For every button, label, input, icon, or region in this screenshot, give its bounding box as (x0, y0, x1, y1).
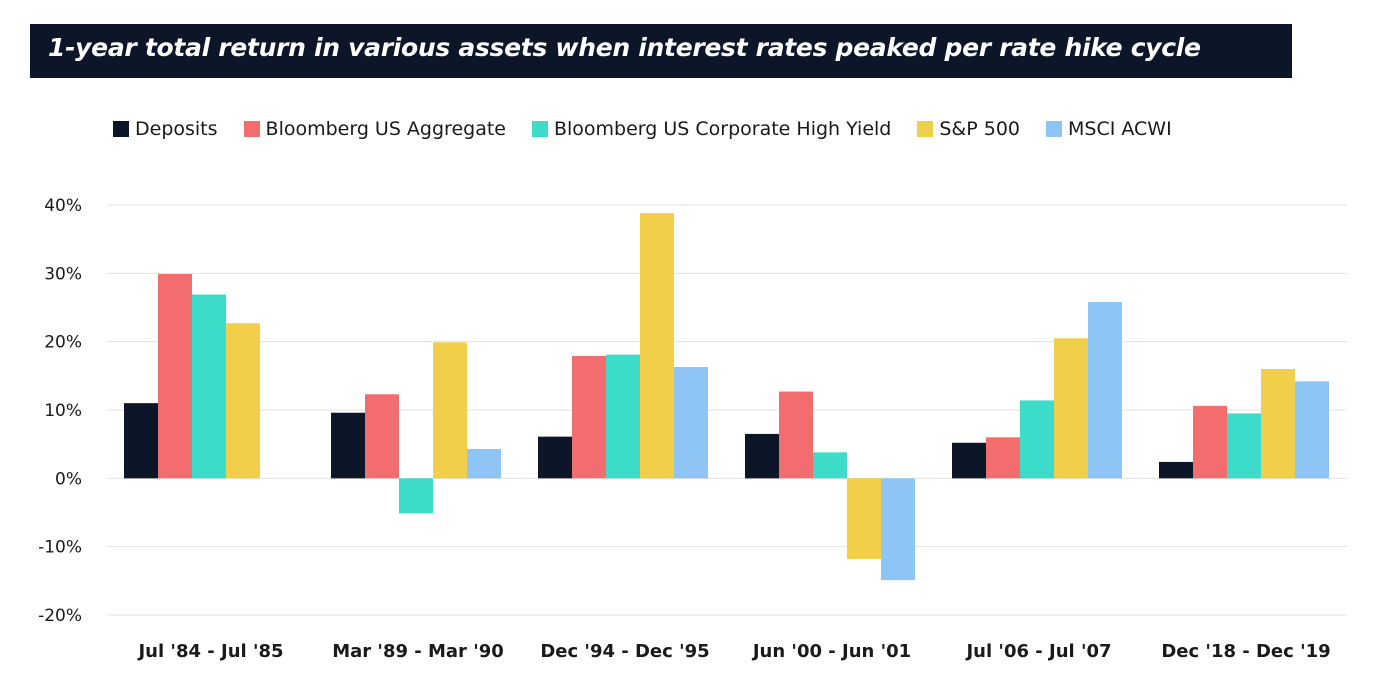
legend-label: MSCI ACWI (1068, 118, 1172, 140)
bar (745, 433, 779, 479)
y-tick-label: -20% (38, 606, 82, 626)
bar (847, 478, 881, 559)
legend-item: S&P 500 (917, 118, 1020, 140)
legend-swatch (1046, 121, 1062, 137)
legend-item: Deposits (113, 118, 218, 140)
bar (1193, 405, 1227, 479)
chart-legend: Deposits Bloomberg US Aggregate Bloomberg … (113, 116, 1198, 142)
bar (331, 412, 365, 479)
legend-item: Bloomberg US Aggregate (243, 118, 506, 140)
legend-swatch (917, 121, 934, 137)
legend-label: Bloomberg US Aggregate (265, 118, 506, 140)
y-tick-label: 0% (55, 469, 82, 489)
legend-item: MSCI ACWI (1046, 118, 1172, 140)
x-category-label: Jun '00 - Jun '01 (751, 641, 911, 662)
bar (124, 403, 158, 479)
bar (1020, 400, 1054, 479)
y-tick-label: 40% (44, 196, 82, 216)
bar (538, 436, 572, 479)
legend-label: Deposits (135, 118, 218, 140)
x-category-label: Dec '94 - Dec '95 (540, 641, 709, 662)
y-tick-label: -10% (38, 538, 82, 558)
bar (986, 437, 1020, 479)
bar (952, 442, 986, 479)
bar (1227, 413, 1261, 479)
x-category-label: Mar '89 - Mar '90 (332, 641, 504, 662)
bar (606, 354, 640, 479)
x-category-label: Jul '84 - Jul '85 (136, 641, 283, 662)
bar (674, 366, 708, 479)
bar (881, 478, 915, 581)
chart-title: 1-year total return in various assets wh… (48, 33, 1201, 62)
bar (365, 394, 399, 479)
legend-swatch (243, 121, 260, 137)
bar (640, 213, 674, 479)
bar (813, 452, 847, 479)
bar (467, 448, 501, 479)
bar (1088, 302, 1122, 479)
bar (1159, 461, 1193, 479)
bar (158, 274, 192, 479)
legend-swatch (113, 121, 129, 137)
legend-label: Bloomberg US Corporate High Yield (553, 118, 892, 140)
legend-swatch (531, 121, 548, 137)
bar (1261, 369, 1295, 479)
x-category-label: Dec '18 - Dec '19 (1161, 641, 1330, 662)
y-tick-label: 10% (44, 401, 82, 421)
bar (1054, 338, 1088, 479)
bar (1295, 381, 1329, 479)
legend-label: S&P 500 (939, 118, 1020, 140)
bar (192, 294, 226, 479)
legend-item: Bloomberg US Corporate High Yield (531, 118, 892, 140)
bar (779, 391, 813, 479)
bar (399, 478, 433, 514)
bar (226, 323, 260, 479)
x-category-label: Jul '06 - Jul '07 (964, 641, 1111, 662)
title-bar: 1-year total return in various assets wh… (30, 24, 1292, 78)
y-tick-label: 20% (44, 333, 82, 353)
bar (572, 356, 606, 479)
y-tick-label: 30% (44, 264, 82, 284)
bar (433, 342, 467, 479)
